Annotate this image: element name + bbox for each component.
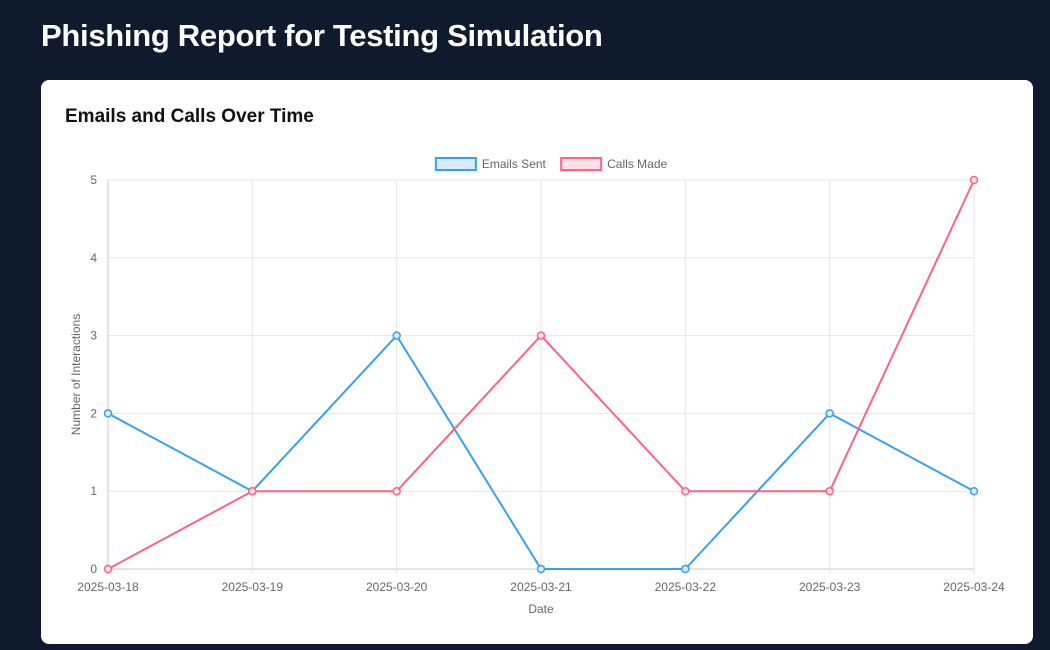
chart-card: Emails and Calls Over Time 0 1 2 3 4 5 2025-03… <box>41 80 1033 644</box>
data-point-emails-sent <box>392 331 401 340</box>
x-tick-label: 2025-03-18 <box>77 580 139 594</box>
data-point-emails-sent <box>103 409 113 418</box>
data-point-calls-made <box>681 486 690 496</box>
data-point-calls-made <box>536 331 546 340</box>
y-tick-label: 4 <box>90 251 97 265</box>
y-tick-label: 1 <box>90 484 97 498</box>
legend-label-calls-made: Calls Made <box>607 157 667 171</box>
data-point-emails-sent <box>969 486 979 496</box>
data-point-emails-sent <box>536 564 546 574</box>
x-tick-label: 2025-03-21 <box>510 580 572 594</box>
legend-swatch-emails-sent <box>434 157 477 171</box>
legend-label-emails-sent: Emails Sent <box>482 157 547 171</box>
data-point-calls-made <box>248 486 257 496</box>
data-point-emails-sent <box>681 564 690 574</box>
x-tick-label: 2025-03-19 <box>222 580 284 594</box>
x-tick-label: 2025-03-23 <box>799 580 861 594</box>
data-point-calls-made <box>969 175 979 185</box>
line-chart: 0 1 2 3 4 5 2025-03-18 2025-03-19 2025-03-20 2025… <box>69 157 1005 616</box>
x-tick-label: 2025-03-24 <box>943 580 1005 594</box>
x-axis-title: Date <box>528 602 554 616</box>
data-point-calls-made <box>392 486 401 496</box>
y-tick-label: 5 <box>90 173 97 187</box>
data-point-calls-made <box>103 564 113 574</box>
x-tick-label: 2025-03-22 <box>655 580 717 594</box>
y-tick-label: 2 <box>90 406 97 420</box>
data-point-calls-made <box>825 486 834 496</box>
y-tick-label: 0 <box>90 562 97 576</box>
page-title: Phishing Report for Testing Simulation <box>41 18 603 53</box>
y-tick-label: 3 <box>90 329 97 343</box>
legend-swatch-calls-made <box>560 157 603 171</box>
data-point-emails-sent <box>825 409 834 418</box>
y-axis-title: Number of Interactions <box>69 314 83 435</box>
x-tick-label: 2025-03-20 <box>366 580 428 594</box>
chart-card-title: Emails and Calls Over Time <box>65 106 314 127</box>
